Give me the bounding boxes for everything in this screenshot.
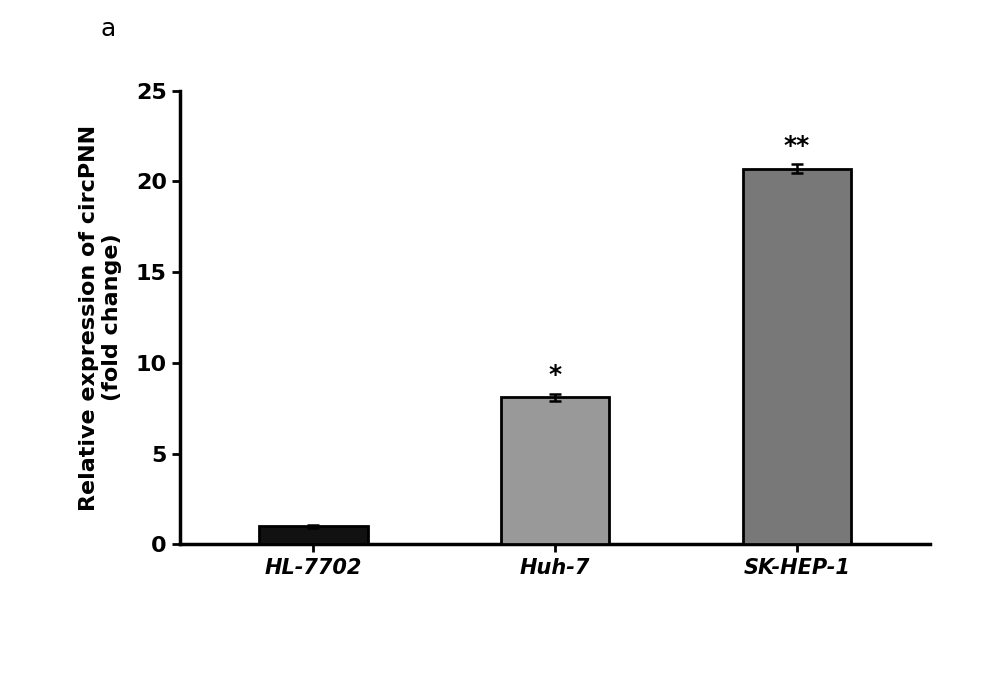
Text: a: a [100,17,115,41]
Bar [742,169,851,544]
Y-axis label: Relative expression of circPNN
(fold change): Relative expression of circPNN (fold cha… [79,124,122,511]
Bar [259,526,368,544]
Text: **: ** [784,134,810,158]
Bar [501,397,609,544]
Text: *: * [548,364,562,387]
